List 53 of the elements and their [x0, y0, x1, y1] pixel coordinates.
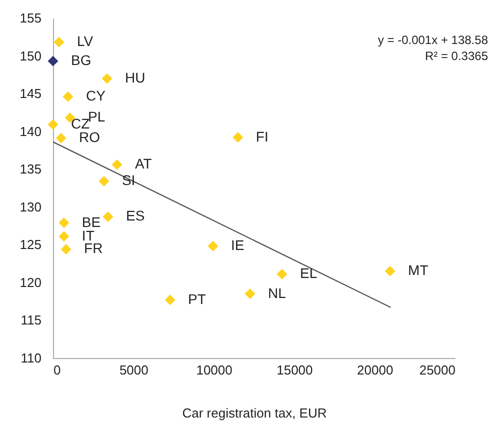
annotation: AT: [135, 156, 152, 172]
point: [56, 132, 66, 144]
x-tick-label: 10000: [196, 362, 232, 378]
annotation: y = -0.001x + 138.58: [378, 33, 488, 47]
point: [58, 218, 70, 228]
point: [48, 56, 58, 66]
y-tick-label: 155: [20, 10, 42, 26]
y-tick-label: 140: [20, 124, 42, 139]
annotation: MT: [408, 262, 429, 278]
point: [62, 91, 74, 102]
y-tick-label: 110: [20, 350, 42, 366]
annotation: FI: [256, 128, 268, 144]
x-tick-label: 20000: [357, 362, 394, 378]
point: [102, 211, 114, 222]
annotation: NL: [268, 284, 286, 301]
point: [54, 36, 64, 48]
point: [102, 73, 112, 84]
annotation: RO: [79, 129, 100, 146]
annotation: LV: [76, 33, 94, 50]
annotation: CZ: [71, 116, 90, 132]
x-tick-label: 25000: [419, 362, 456, 378]
annotation: CY: [86, 88, 106, 104]
point: [112, 159, 122, 170]
point: [384, 266, 396, 276]
point: [48, 119, 58, 130]
y-tick-label: 130: [20, 199, 42, 214]
point: [60, 244, 72, 254]
point: [208, 240, 218, 252]
annotation: PL: [88, 108, 106, 125]
point: [232, 132, 244, 143]
point: [276, 268, 288, 280]
point: [58, 231, 70, 242]
annotation: PT: [188, 290, 206, 307]
annotation: HU: [125, 69, 146, 86]
point: [244, 288, 256, 300]
y-tick-label: 145: [20, 86, 42, 102]
x-axis-title: Car registration tax, EUR: [182, 406, 327, 420]
y-tick-label: 125: [20, 237, 42, 252]
x-tick-label: 0: [54, 362, 61, 378]
annotation: IE: [230, 237, 244, 254]
point: [164, 294, 176, 306]
annotation: BG: [71, 52, 92, 68]
point: [98, 176, 110, 186]
x-tick-label: 5000: [119, 362, 148, 378]
y-tick-label: 150: [20, 48, 42, 64]
y-tick-label: 120: [20, 274, 42, 290]
annotation: R² = 0.3365: [424, 49, 488, 63]
annotation: BE: [82, 214, 101, 230]
y-tick-label: 115: [20, 312, 42, 328]
y-tick-label: 135: [20, 162, 42, 177]
annotation: ES: [126, 208, 145, 224]
annotation: EL: [300, 265, 318, 282]
x-tick-label: 15000: [276, 362, 313, 378]
